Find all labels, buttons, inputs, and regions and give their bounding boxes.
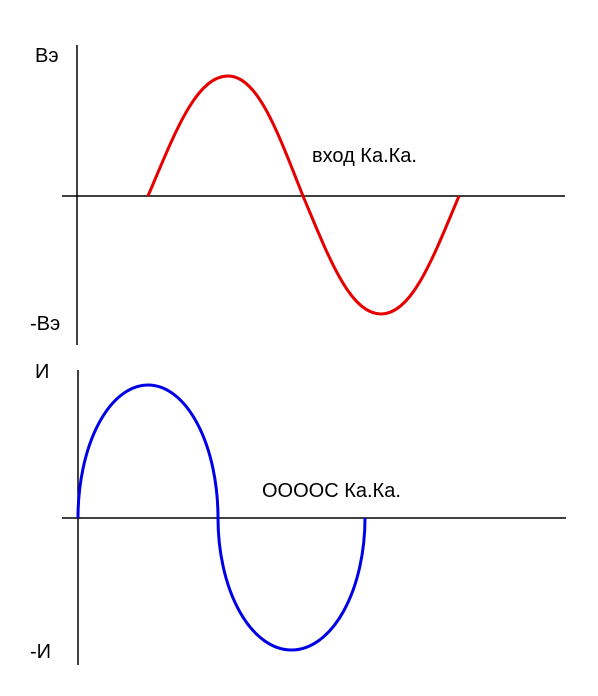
y-bottom-label: -Вэ <box>30 313 60 335</box>
y-bottom-label: -И <box>30 641 51 663</box>
bottom-graph: И -И ОOOОС Ка.Ка. <box>30 361 566 665</box>
caption: ОOOОС Ка.Ка. <box>262 480 401 502</box>
caption: вход Ка.Ка. <box>312 145 417 167</box>
feedback-wave <box>76 383 367 652</box>
y-top-label: Вэ <box>35 45 59 67</box>
y-top-label: И <box>35 361 49 383</box>
top-graph: Вэ -Вэ вход Ка.Ка. <box>30 45 565 345</box>
input-wave <box>146 74 461 316</box>
